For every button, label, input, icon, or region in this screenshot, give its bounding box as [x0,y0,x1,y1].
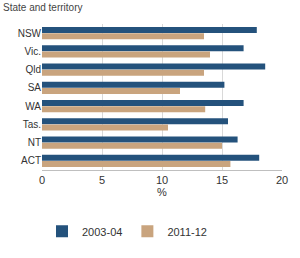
svg-text:20: 20 [276,174,288,186]
svg-text:NT: NT [28,137,41,148]
svg-text:2003-04: 2003-04 [82,226,122,238]
svg-text:10: 10 [156,174,168,186]
svg-text:%: % [157,186,167,198]
svg-text:NSW: NSW [18,28,42,39]
svg-text:WA: WA [25,101,41,112]
svg-text:0: 0 [39,174,45,186]
svg-text:Tas.: Tas. [23,119,41,130]
svg-text:ACT: ACT [21,155,41,166]
svg-text:Qld: Qld [25,64,41,75]
svg-text:State and territory: State and territory [3,2,82,13]
svg-text:15: 15 [216,174,228,186]
svg-text:Vic.: Vic. [25,46,42,57]
svg-text:SA: SA [28,82,42,93]
svg-text:2011-12: 2011-12 [167,226,207,238]
svg-text:5: 5 [99,174,105,186]
